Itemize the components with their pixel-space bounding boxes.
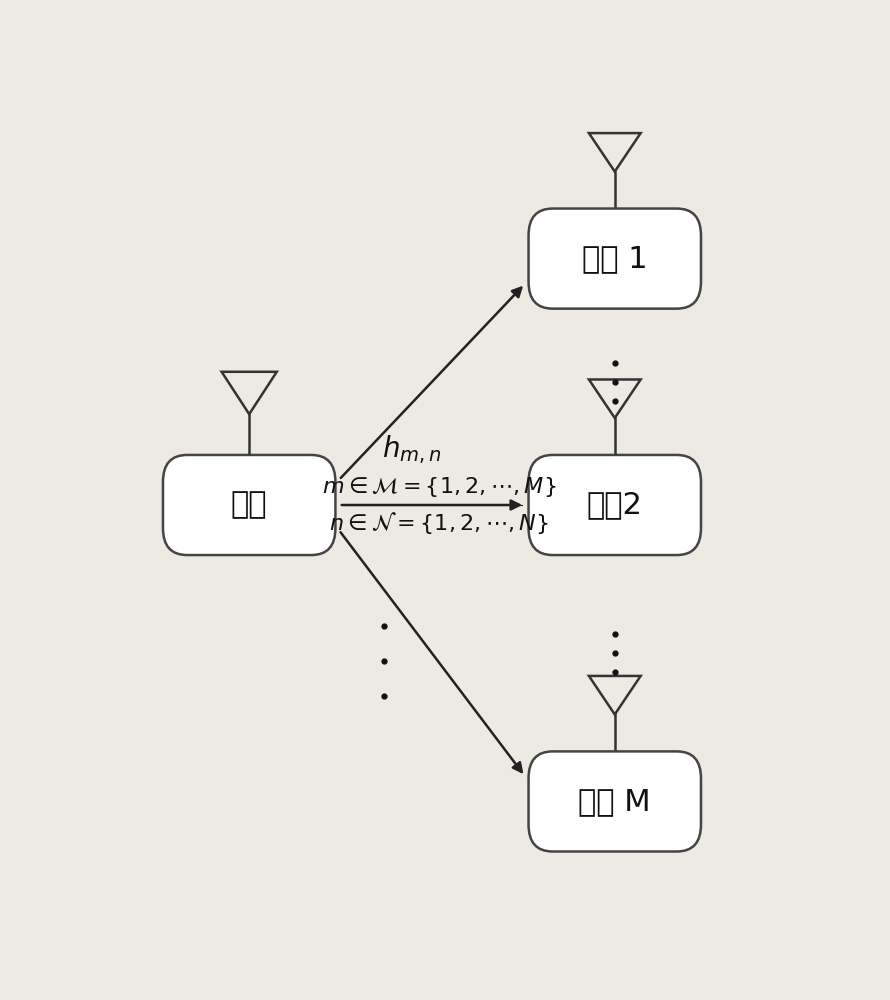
FancyBboxPatch shape bbox=[529, 455, 701, 555]
Text: $h_{m,n}$: $h_{m,n}$ bbox=[382, 433, 441, 466]
Text: 用户2: 用户2 bbox=[587, 490, 643, 520]
Text: $m \in \mathcal{M} = \{1, 2, \cdots, M\}$: $m \in \mathcal{M} = \{1, 2, \cdots, M\}… bbox=[321, 475, 556, 499]
FancyBboxPatch shape bbox=[529, 209, 701, 309]
Text: 基站: 基站 bbox=[231, 490, 268, 520]
FancyBboxPatch shape bbox=[163, 455, 336, 555]
Text: $n \in \mathcal{N} = \{1, 2, \cdots, N\}$: $n \in \mathcal{N} = \{1, 2, \cdots, N\}… bbox=[329, 510, 549, 536]
FancyBboxPatch shape bbox=[529, 751, 701, 852]
Text: 用户 1: 用户 1 bbox=[582, 244, 648, 273]
Text: 用户 M: 用户 M bbox=[578, 787, 651, 816]
